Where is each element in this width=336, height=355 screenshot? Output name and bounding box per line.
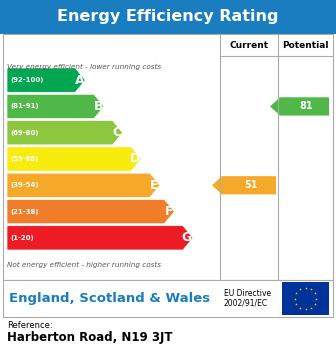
Text: EU Directive: EU Directive bbox=[224, 289, 271, 298]
Polygon shape bbox=[7, 226, 193, 250]
Text: 2002/91/EC: 2002/91/EC bbox=[224, 299, 268, 308]
Polygon shape bbox=[7, 173, 160, 197]
Text: Current: Current bbox=[229, 40, 268, 49]
Bar bbox=[3, 280, 333, 317]
Text: (69-80): (69-80) bbox=[10, 130, 39, 136]
Text: E: E bbox=[150, 179, 159, 192]
Text: C: C bbox=[113, 126, 122, 139]
Text: Potential: Potential bbox=[282, 40, 329, 49]
Polygon shape bbox=[270, 97, 329, 116]
Bar bbox=[0, 0, 336, 34]
Polygon shape bbox=[7, 121, 123, 145]
Polygon shape bbox=[212, 176, 276, 195]
Text: G: G bbox=[182, 231, 192, 244]
Text: B: B bbox=[93, 100, 103, 113]
Polygon shape bbox=[7, 94, 104, 119]
Text: Energy Efficiency Rating: Energy Efficiency Rating bbox=[57, 10, 279, 24]
Text: 51: 51 bbox=[244, 180, 258, 190]
Text: F: F bbox=[165, 205, 173, 218]
Bar bbox=[3, 34, 333, 280]
Text: (81-91): (81-91) bbox=[10, 103, 39, 109]
Text: Very energy efficient - lower running costs: Very energy efficient - lower running co… bbox=[7, 64, 161, 70]
Text: (1-20): (1-20) bbox=[10, 235, 34, 241]
Text: (39-54): (39-54) bbox=[10, 182, 39, 188]
Text: (55-68): (55-68) bbox=[10, 156, 38, 162]
Text: (21-38): (21-38) bbox=[10, 209, 39, 214]
Text: A: A bbox=[75, 73, 84, 87]
Text: (92-100): (92-100) bbox=[10, 77, 43, 83]
Bar bbox=[282, 282, 329, 315]
Text: 81: 81 bbox=[300, 102, 313, 111]
Text: Not energy efficient - higher running costs: Not energy efficient - higher running co… bbox=[7, 262, 161, 268]
Text: D: D bbox=[130, 153, 140, 165]
Text: Harberton Road, N19 3JT: Harberton Road, N19 3JT bbox=[7, 331, 172, 344]
Polygon shape bbox=[7, 200, 174, 224]
Text: Reference:: Reference: bbox=[7, 321, 53, 330]
Polygon shape bbox=[7, 68, 85, 92]
Polygon shape bbox=[7, 147, 141, 171]
Text: England, Scotland & Wales: England, Scotland & Wales bbox=[9, 292, 210, 305]
